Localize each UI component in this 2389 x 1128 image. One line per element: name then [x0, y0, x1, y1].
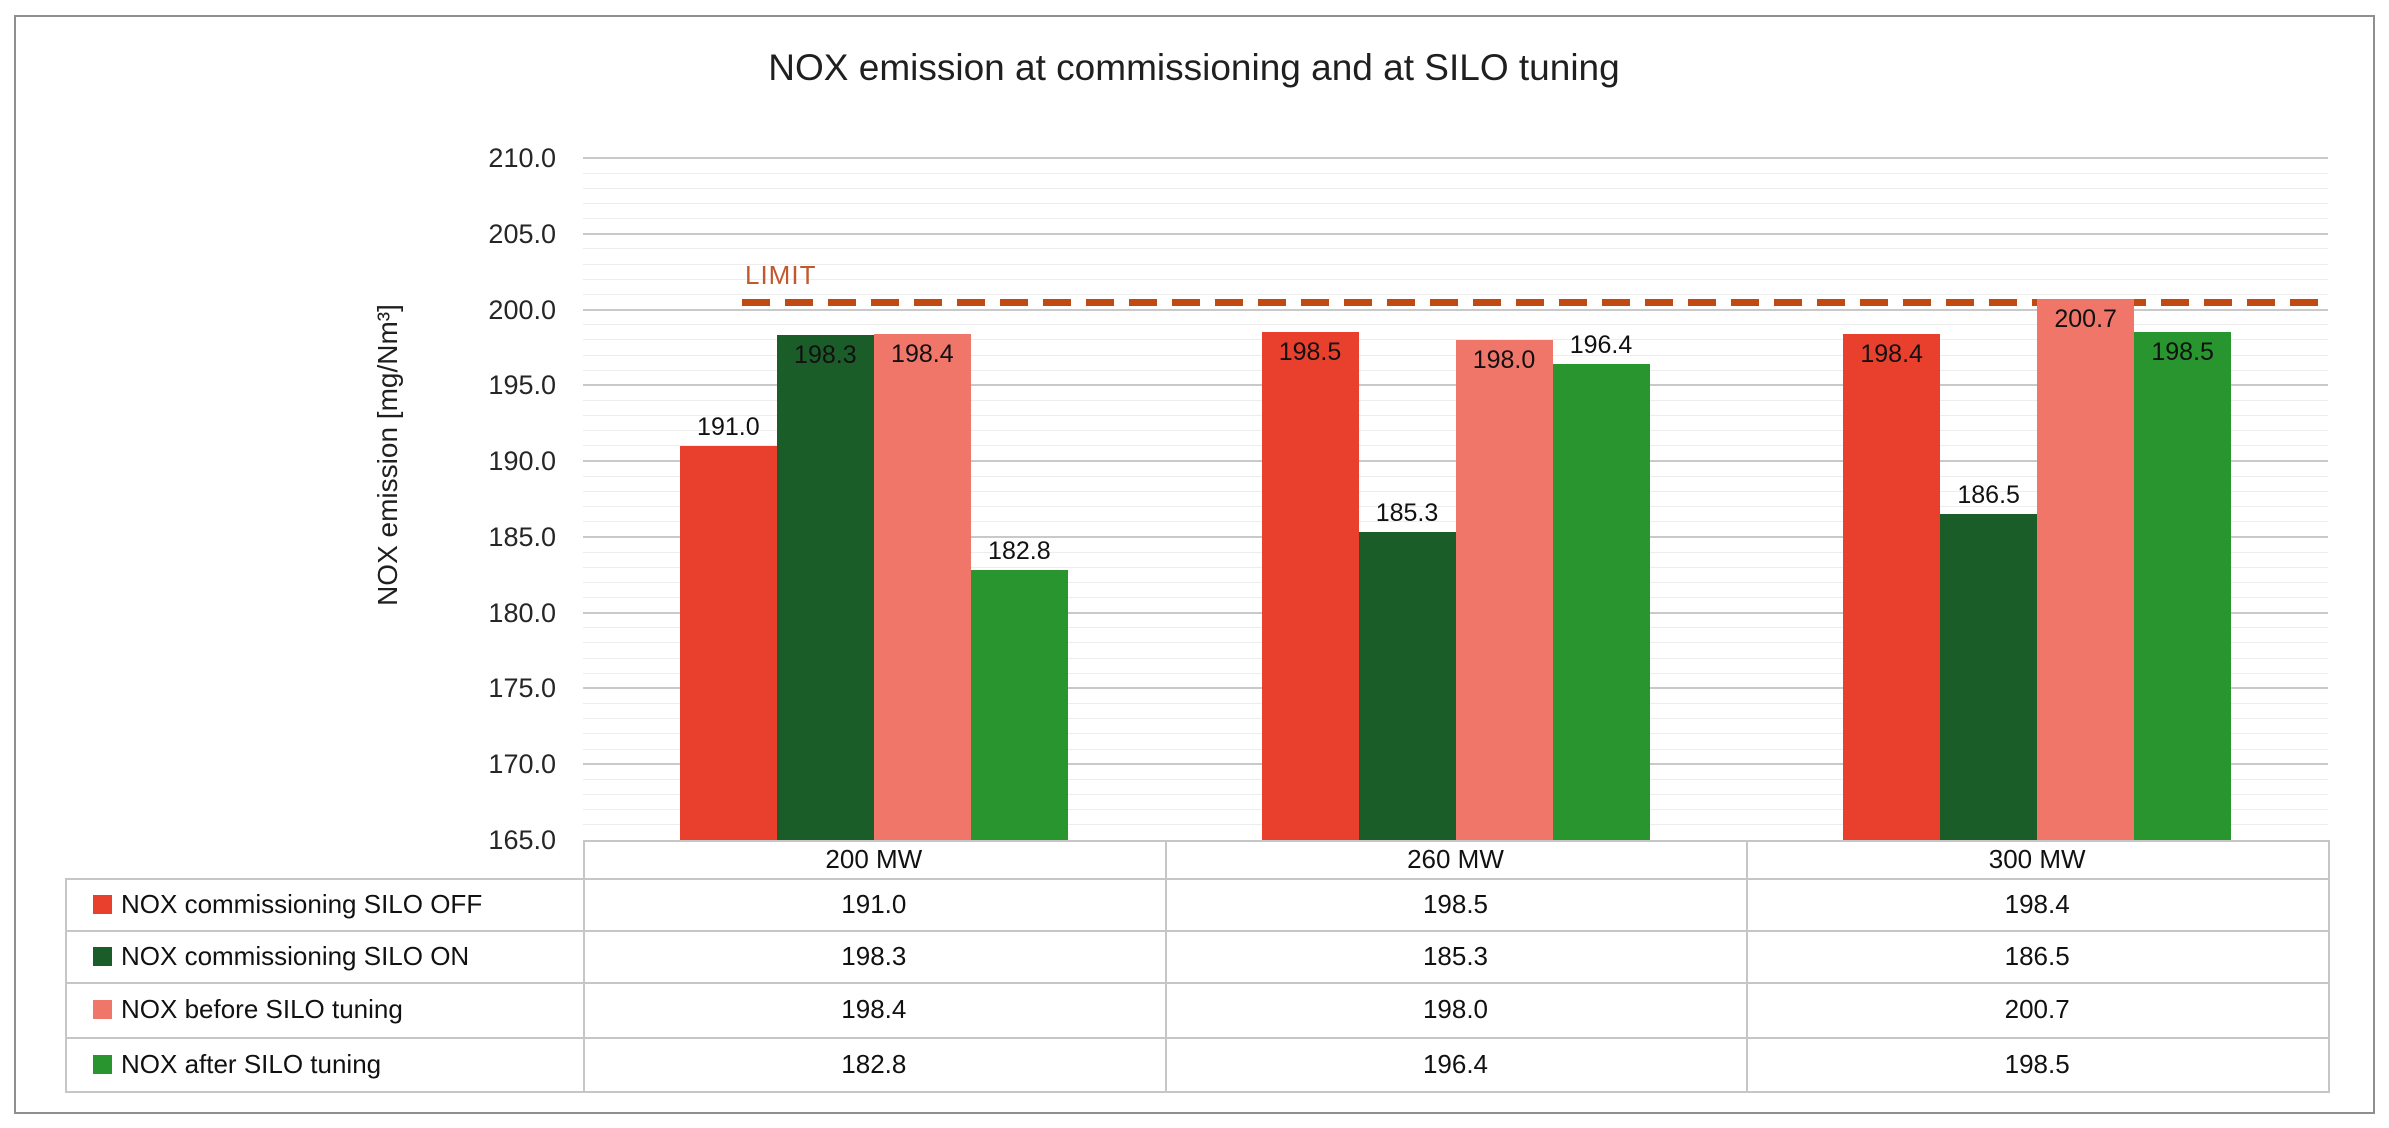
table-column-border-2: [1746, 840, 1749, 1091]
bar-value-label-nox-after-silo-tuning-200-mw: 182.8: [988, 537, 1051, 566]
table-row-border-0: [65, 878, 2330, 880]
legend-label-nox-commissioning-silo-on: NOX commissioning SILO ON: [121, 940, 470, 971]
legend-label-nox-commissioning-silo-off: NOX commissioning SILO OFF: [121, 888, 483, 919]
bar-value-label-nox-before-silo-tuning-200-mw: 198.4: [891, 339, 954, 368]
table-value-cell-nox-commissioning-silo-off-260-mw: 198.5: [1422, 888, 1489, 919]
bar-value-label-nox-after-silo-tuning-300-mw: 198.5: [2151, 338, 2214, 367]
bar-value-label-nox-commissioning-silo-on-300-mw: 186.5: [1957, 481, 2020, 510]
y-tick-label-175-0: 175.0: [488, 673, 556, 704]
bar-nox-before-silo-tuning-260-mw: [1455, 339, 1553, 840]
limit-label: LIMIT: [745, 260, 817, 290]
legend-swatch-nox-commissioning-silo-on: [93, 946, 112, 966]
table-value-cell-nox-commissioning-silo-on-260-mw: 185.3: [1422, 940, 1489, 971]
y-axis-title: NOX emission [mg/Nm³]: [372, 304, 403, 606]
table-header-cell-300-mw: 300 MW: [1988, 843, 2086, 874]
major-gridline-210: [583, 157, 2328, 159]
bar-nox-after-silo-tuning-200-mw: [970, 570, 1068, 840]
table-row-border-3: [65, 1037, 2330, 1039]
bar-nox-after-silo-tuning-260-mw: [1552, 364, 1650, 840]
legend-swatch-nox-commissioning-silo-off: [93, 894, 112, 914]
legend-swatch-nox-after-silo-tuning: [93, 1054, 112, 1074]
legend-item-nox-commissioning-silo-on: NOX commissioning SILO ON: [65, 930, 583, 982]
table-value-cell-nox-after-silo-tuning-300-mw: 198.5: [2004, 1048, 2070, 1079]
table-row-border-1: [65, 930, 2330, 932]
table-value-cell-nox-before-silo-tuning-260-mw: 198.0: [1422, 994, 1489, 1024]
minor-gridline-201: [583, 293, 2328, 295]
table-column-border-1: [1164, 840, 1167, 1091]
bar-nox-before-silo-tuning-300-mw: [2037, 298, 2135, 840]
legend-swatch-nox-before-silo-tuning: [93, 1000, 112, 1019]
y-tick-label-165-0: 165.0: [488, 825, 556, 855]
minor-gridline-207: [583, 202, 2328, 204]
y-tick-label-200-0: 200.0: [488, 294, 556, 325]
bar-value-label-nox-commissioning-silo-off-300-mw: 198.4: [1860, 339, 1923, 368]
y-tick-label-205-0: 205.0: [488, 218, 556, 249]
major-gridline-205: [583, 232, 2328, 235]
limit-line: [742, 298, 2328, 306]
table-value-cell-nox-after-silo-tuning-260-mw: 196.4: [1422, 1048, 1489, 1079]
table-column-border-0: [583, 840, 585, 1091]
legend-item-nox-before-silo-tuning: NOX before SILO tuning: [65, 982, 583, 1037]
bar-value-label-nox-after-silo-tuning-260-mw: 196.4: [1569, 331, 1633, 360]
table-top-border: [583, 840, 2330, 842]
table-header-cell-260-mw: 260 MW: [1407, 843, 1504, 874]
minor-gridline-209: [583, 172, 2328, 174]
y-tick-label-190-0: 190.0: [488, 446, 556, 477]
bar-nox-after-silo-tuning-300-mw: [2134, 332, 2232, 840]
bar-nox-commissioning-silo-off-200-mw: [679, 445, 777, 840]
bar-value-label-nox-before-silo-tuning-300-mw: 200.7: [2054, 304, 2117, 333]
bar-value-label-nox-before-silo-tuning-260-mw: 198.0: [1472, 345, 1536, 374]
legend-item-nox-after-silo-tuning: NOX after SILO tuning: [65, 1037, 583, 1091]
minor-gridline-204: [583, 248, 2328, 250]
bar-nox-commissioning-silo-off-260-mw: [1261, 332, 1359, 840]
table-value-cell-nox-after-silo-tuning-200-mw: 182.8: [841, 1048, 907, 1079]
chart-title: NOX emission at commissioning and at SIL…: [768, 47, 1620, 88]
bar-value-label-nox-commissioning-silo-on-200-mw: 198.3: [794, 341, 857, 370]
y-tick-label-180-0: 180.0: [488, 597, 556, 628]
table-left-border: [65, 878, 67, 1091]
bar-nox-before-silo-tuning-200-mw: [873, 333, 971, 840]
y-tick-label-185-0: 185.0: [488, 521, 556, 552]
bar-nox-commissioning-silo-on-200-mw: [776, 335, 874, 840]
bar-value-label-nox-commissioning-silo-off-260-mw: 198.5: [1278, 338, 1342, 367]
minor-gridline-206: [583, 218, 2328, 220]
table-value-cell-nox-before-silo-tuning-200-mw: 198.4: [841, 994, 907, 1024]
table-row-border-2: [65, 982, 2330, 984]
table-row-border-4: [65, 1091, 2330, 1093]
plot-area: LIMIT 191.0 198.3 198.4 182.8 198.5 185.3 198.0…: [583, 157, 2328, 840]
minor-gridline-199: [583, 324, 2328, 326]
minor-gridline-202: [583, 278, 2328, 280]
table-value-cell-nox-commissioning-silo-off-200-mw: 191.0: [841, 888, 907, 919]
bar-nox-commissioning-silo-on-300-mw: [1940, 514, 2038, 840]
legend-item-nox-commissioning-silo-off: NOX commissioning SILO OFF: [65, 878, 583, 930]
table-header-cell-200-mw: 200 MW: [825, 843, 923, 874]
bar-value-label-nox-commissioning-silo-off-200-mw: 191.0: [697, 412, 760, 441]
legend-label-nox-before-silo-tuning: NOX before SILO tuning: [121, 994, 403, 1024]
table-column-border-3: [2328, 840, 2330, 1091]
y-tick-label-195-0: 195.0: [488, 370, 556, 401]
minor-gridline-208: [583, 187, 2328, 189]
major-gridline-200: [583, 308, 2328, 311]
y-tick-label-210-0: 210.0: [488, 143, 556, 173]
legend-label-nox-after-silo-tuning: NOX after SILO tuning: [121, 1048, 382, 1079]
table-value-cell-nox-commissioning-silo-on-200-mw: 198.3: [841, 940, 907, 971]
bar-nox-commissioning-silo-off-300-mw: [1843, 333, 1941, 840]
table-value-cell-nox-commissioning-silo-on-300-mw: 186.5: [2004, 940, 2070, 971]
table-value-cell-nox-before-silo-tuning-300-mw: 200.7: [2004, 994, 2070, 1024]
table-value-cell-nox-commissioning-silo-off-300-mw: 198.4: [2004, 888, 2070, 919]
bar-nox-commissioning-silo-on-260-mw: [1358, 532, 1456, 840]
bar-value-label-nox-commissioning-silo-on-260-mw: 185.3: [1375, 499, 1439, 528]
y-tick-label-170-0: 170.0: [488, 749, 556, 780]
minor-gridline-203: [583, 263, 2328, 265]
